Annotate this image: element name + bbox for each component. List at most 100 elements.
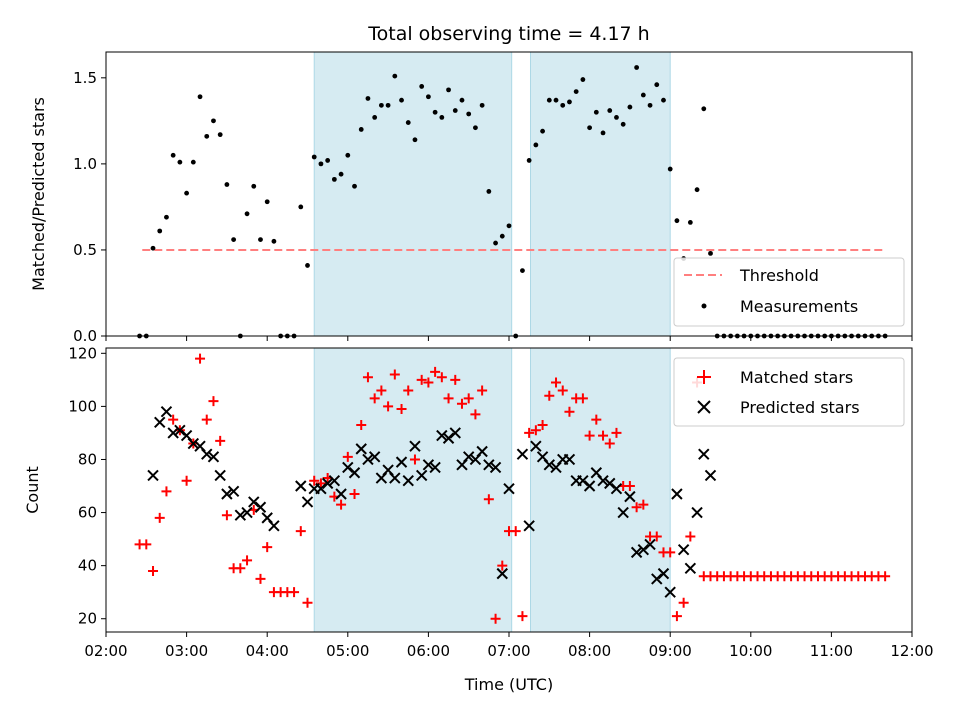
measurement-point: [392, 73, 398, 79]
measurement-point: [459, 97, 465, 103]
measurement-point: [526, 158, 532, 163]
matched-star-point: [235, 563, 246, 574]
measurement-point: [190, 159, 196, 165]
x-tick-label: 12:00: [890, 642, 933, 660]
measurement-point: [540, 128, 545, 134]
measurement-point: [352, 183, 357, 189]
matched-star-point: [309, 475, 320, 486]
matched-star-point: [181, 475, 192, 486]
matched-star-point: [342, 451, 353, 462]
measurement-point: [170, 152, 176, 158]
measurement-point: [244, 211, 250, 217]
matched-star-point: [416, 374, 427, 385]
predicted-star-point: [154, 416, 166, 429]
predicted-star-point: [207, 451, 220, 463]
predicted-star-point: [348, 467, 361, 479]
measurement-point: [365, 96, 371, 101]
measurement-point: [439, 115, 445, 120]
bottom-y-tick-label: 100: [68, 397, 97, 415]
matched-star-point: [336, 499, 347, 510]
matched-star-point: [255, 573, 266, 584]
measurement-point: [493, 240, 498, 246]
measurement-point: [217, 132, 223, 138]
measurement-point: [419, 84, 425, 89]
matched-star-point: [497, 560, 508, 571]
predicted-star-point: [221, 488, 233, 500]
matched-star-point: [409, 454, 420, 465]
legend-measurements-swatch: [701, 303, 707, 309]
measurement-point: [184, 190, 190, 196]
top-legend: Threshold Measurements: [673, 257, 905, 327]
predicted-star-point: [543, 459, 556, 471]
bottom-y-tick-label: 60: [78, 504, 97, 522]
predicted-star-point: [462, 451, 475, 463]
x-tick-label: 08:00: [568, 642, 611, 660]
matched-star-point: [423, 377, 434, 388]
measurement-point: [473, 125, 478, 131]
measurement-point: [647, 102, 653, 108]
predicted-star-point: [201, 448, 213, 460]
matched-star-point: [577, 393, 588, 404]
legend-predicted-swatch: [697, 400, 711, 414]
predicted-star-point: [409, 440, 421, 452]
predicted-star-point: [698, 448, 710, 460]
measurement-point: [446, 87, 451, 93]
matched-star-point: [483, 494, 494, 505]
x-tick-label: 10:00: [729, 642, 772, 660]
measurement-point: [358, 127, 364, 132]
matched-star-point: [584, 430, 595, 441]
legend-measurements-label: Measurements: [740, 297, 858, 316]
shaded-interval-2: [529, 347, 671, 633]
predicted-star-point: [563, 453, 576, 466]
measurement-point: [399, 97, 404, 103]
legend-threshold-label: Threshold: [739, 266, 819, 285]
x-tick-label: 04:00: [246, 642, 289, 660]
matched-star-point: [396, 404, 407, 415]
predicted-star-point: [402, 475, 414, 487]
measurement-point: [331, 176, 337, 182]
matched-star-point: [665, 547, 676, 558]
bottom-y-tick-label: 80: [78, 450, 97, 468]
bottom-x-ticks: 02:00 03:00 04:00 05:00 06:00 07:00 08:00 09:00…: [84, 632, 934, 660]
measurement-point: [412, 137, 418, 143]
predicted-star-point: [301, 496, 314, 508]
matched-star-point: [591, 414, 602, 425]
x-tick-label: 03:00: [165, 642, 208, 660]
measurement-point: [607, 108, 613, 113]
x-tick-label: 09:00: [649, 642, 692, 660]
matched-star-point: [295, 526, 306, 537]
matched-star-point: [154, 512, 165, 523]
predicted-star-point: [241, 506, 253, 519]
predicted-star-point: [583, 480, 596, 492]
matched-star-point: [262, 542, 273, 553]
measurement-point: [305, 263, 310, 268]
measurement-point: [567, 99, 572, 105]
predicted-star-point: [449, 427, 461, 439]
matched-star-point: [470, 409, 481, 420]
measurement-point: [546, 97, 552, 103]
predicted-star-point: [489, 461, 502, 474]
predicted-star-point: [335, 488, 347, 500]
measurement-point: [211, 118, 216, 124]
matched-star-point: [604, 438, 615, 449]
matched-star-point: [215, 435, 226, 446]
bottom-y-ticks: 20 40 60 80 100 120: [68, 344, 106, 628]
predicted-star-point: [436, 429, 448, 442]
measurement-point: [593, 109, 599, 115]
matched-star-point: [530, 425, 541, 436]
measurement-point: [479, 102, 485, 108]
predicted-star-point: [362, 453, 374, 466]
predicted-star-point: [422, 459, 435, 471]
measurement-point: [600, 130, 606, 136]
measurement-point: [614, 115, 619, 120]
matched-star-point: [430, 366, 441, 377]
top-y-tick-label: 1.5: [73, 69, 97, 87]
matched-star-point: [638, 499, 649, 510]
bottom-legend-box: [673, 357, 905, 427]
predicted-star-point: [415, 469, 428, 482]
legend-matched-swatch: [697, 370, 711, 384]
measurement-point: [298, 204, 304, 210]
measurement-point: [177, 159, 183, 165]
predicted-star-point: [617, 506, 629, 519]
measurement-point: [385, 102, 391, 108]
